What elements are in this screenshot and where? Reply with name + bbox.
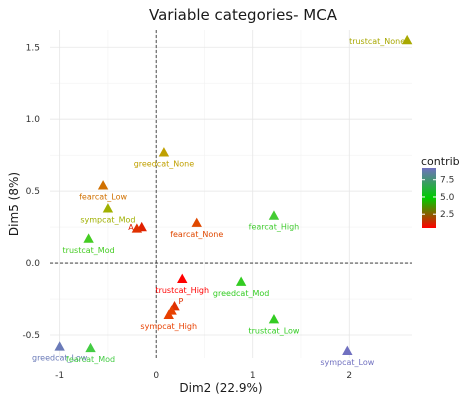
point-label: trustcat_None <box>349 37 405 46</box>
data-point: fearcat_None <box>170 217 223 239</box>
point-label: trustcat_Low <box>248 326 299 335</box>
triangle-marker <box>268 313 280 324</box>
data-point: trustcat_Low <box>248 313 300 335</box>
data-point: trustcat_None <box>349 34 413 46</box>
legend: contrib 2.5 5.0 7.5 <box>421 155 460 228</box>
point-label: sympcat_Low <box>320 358 374 367</box>
triangle-marker <box>83 233 94 243</box>
y-axis-title: Dim5 (8%) <box>7 172 21 236</box>
x-axis-title: Dim2 (22.9%) <box>179 381 262 395</box>
triangle-marker <box>131 223 143 233</box>
data-points: trustcat_None greedcat_None fearcat_Lowsym… <box>32 34 413 367</box>
legend-tick-label: 2.5 <box>440 210 454 220</box>
data-point: sympcat_Mod <box>80 203 135 225</box>
point-label: fearcat_Mod <box>66 355 115 364</box>
point-label: fearcat_Low <box>79 193 127 202</box>
triangle-marker <box>235 276 247 286</box>
data-point: sympcat_Low <box>320 345 375 367</box>
data-point: greedcat_Mod <box>213 276 269 298</box>
point-label: greedcat_None <box>134 159 195 168</box>
legend-tick-label: 7.5 <box>440 176 454 186</box>
point-label: sympcat_High <box>140 322 197 331</box>
data-point: trustcat_Mod <box>63 233 115 255</box>
x-tick-label: 2 <box>346 371 352 381</box>
triangle-marker <box>85 342 96 353</box>
x-tick-label: 0 <box>153 371 159 381</box>
x-tick-label: 1 <box>250 371 256 381</box>
data-point: fearcat_High <box>249 210 300 232</box>
triangle-marker <box>401 34 413 45</box>
point-label: A <box>128 223 134 232</box>
triangle-marker <box>342 345 353 355</box>
triangle-marker <box>158 147 170 157</box>
triangle-marker <box>54 341 65 351</box>
point-label: sympcat_Mod <box>80 216 135 225</box>
data-point <box>131 223 143 233</box>
legend-title: contrib <box>421 155 460 168</box>
data-point: greedcat_None <box>134 147 195 168</box>
point-label: greedcat_Mod <box>213 289 269 298</box>
data-point: greedcat_Low <box>32 341 88 363</box>
reference-lines <box>50 30 412 358</box>
triangle-marker <box>268 210 280 220</box>
data-point: trustcat_High <box>155 273 209 295</box>
legend-tick-label: 5.0 <box>440 193 455 203</box>
triangle-marker <box>177 273 188 284</box>
triangle-marker <box>97 180 109 190</box>
triangle-marker <box>102 203 114 213</box>
x-tick-label: -1 <box>55 371 64 381</box>
y-tick-label: 1.5 <box>26 43 40 53</box>
chart-title: Variable categories- MCA <box>149 6 338 24</box>
data-point: sympcat_High <box>140 309 197 331</box>
legend-ticks: 2.5 5.0 7.5 <box>422 176 455 220</box>
point-label: trustcat_Mod <box>63 246 115 255</box>
point-label: greedcat_Low <box>32 354 88 363</box>
y-tick-label: -0.5 <box>22 331 40 341</box>
axis-ticks: -1 0 1 2 -0.5 0.0 0.5 1.0 1.5 <box>22 43 352 381</box>
y-tick-label: 1.0 <box>26 115 41 125</box>
y-tick-label: 0.5 <box>26 187 40 197</box>
triangle-marker <box>163 309 174 320</box>
y-tick-label: 0.0 <box>26 259 41 269</box>
triangle-marker <box>191 217 202 227</box>
point-label: trustcat_High <box>155 286 209 295</box>
point-label: fearcat_None <box>170 230 223 239</box>
point-label: P <box>179 297 184 306</box>
legend-colorbar <box>422 168 436 228</box>
data-point: fearcat_Mod <box>66 342 115 364</box>
point-label: fearcat_High <box>249 223 300 232</box>
data-point: fearcat_Low <box>79 180 128 202</box>
